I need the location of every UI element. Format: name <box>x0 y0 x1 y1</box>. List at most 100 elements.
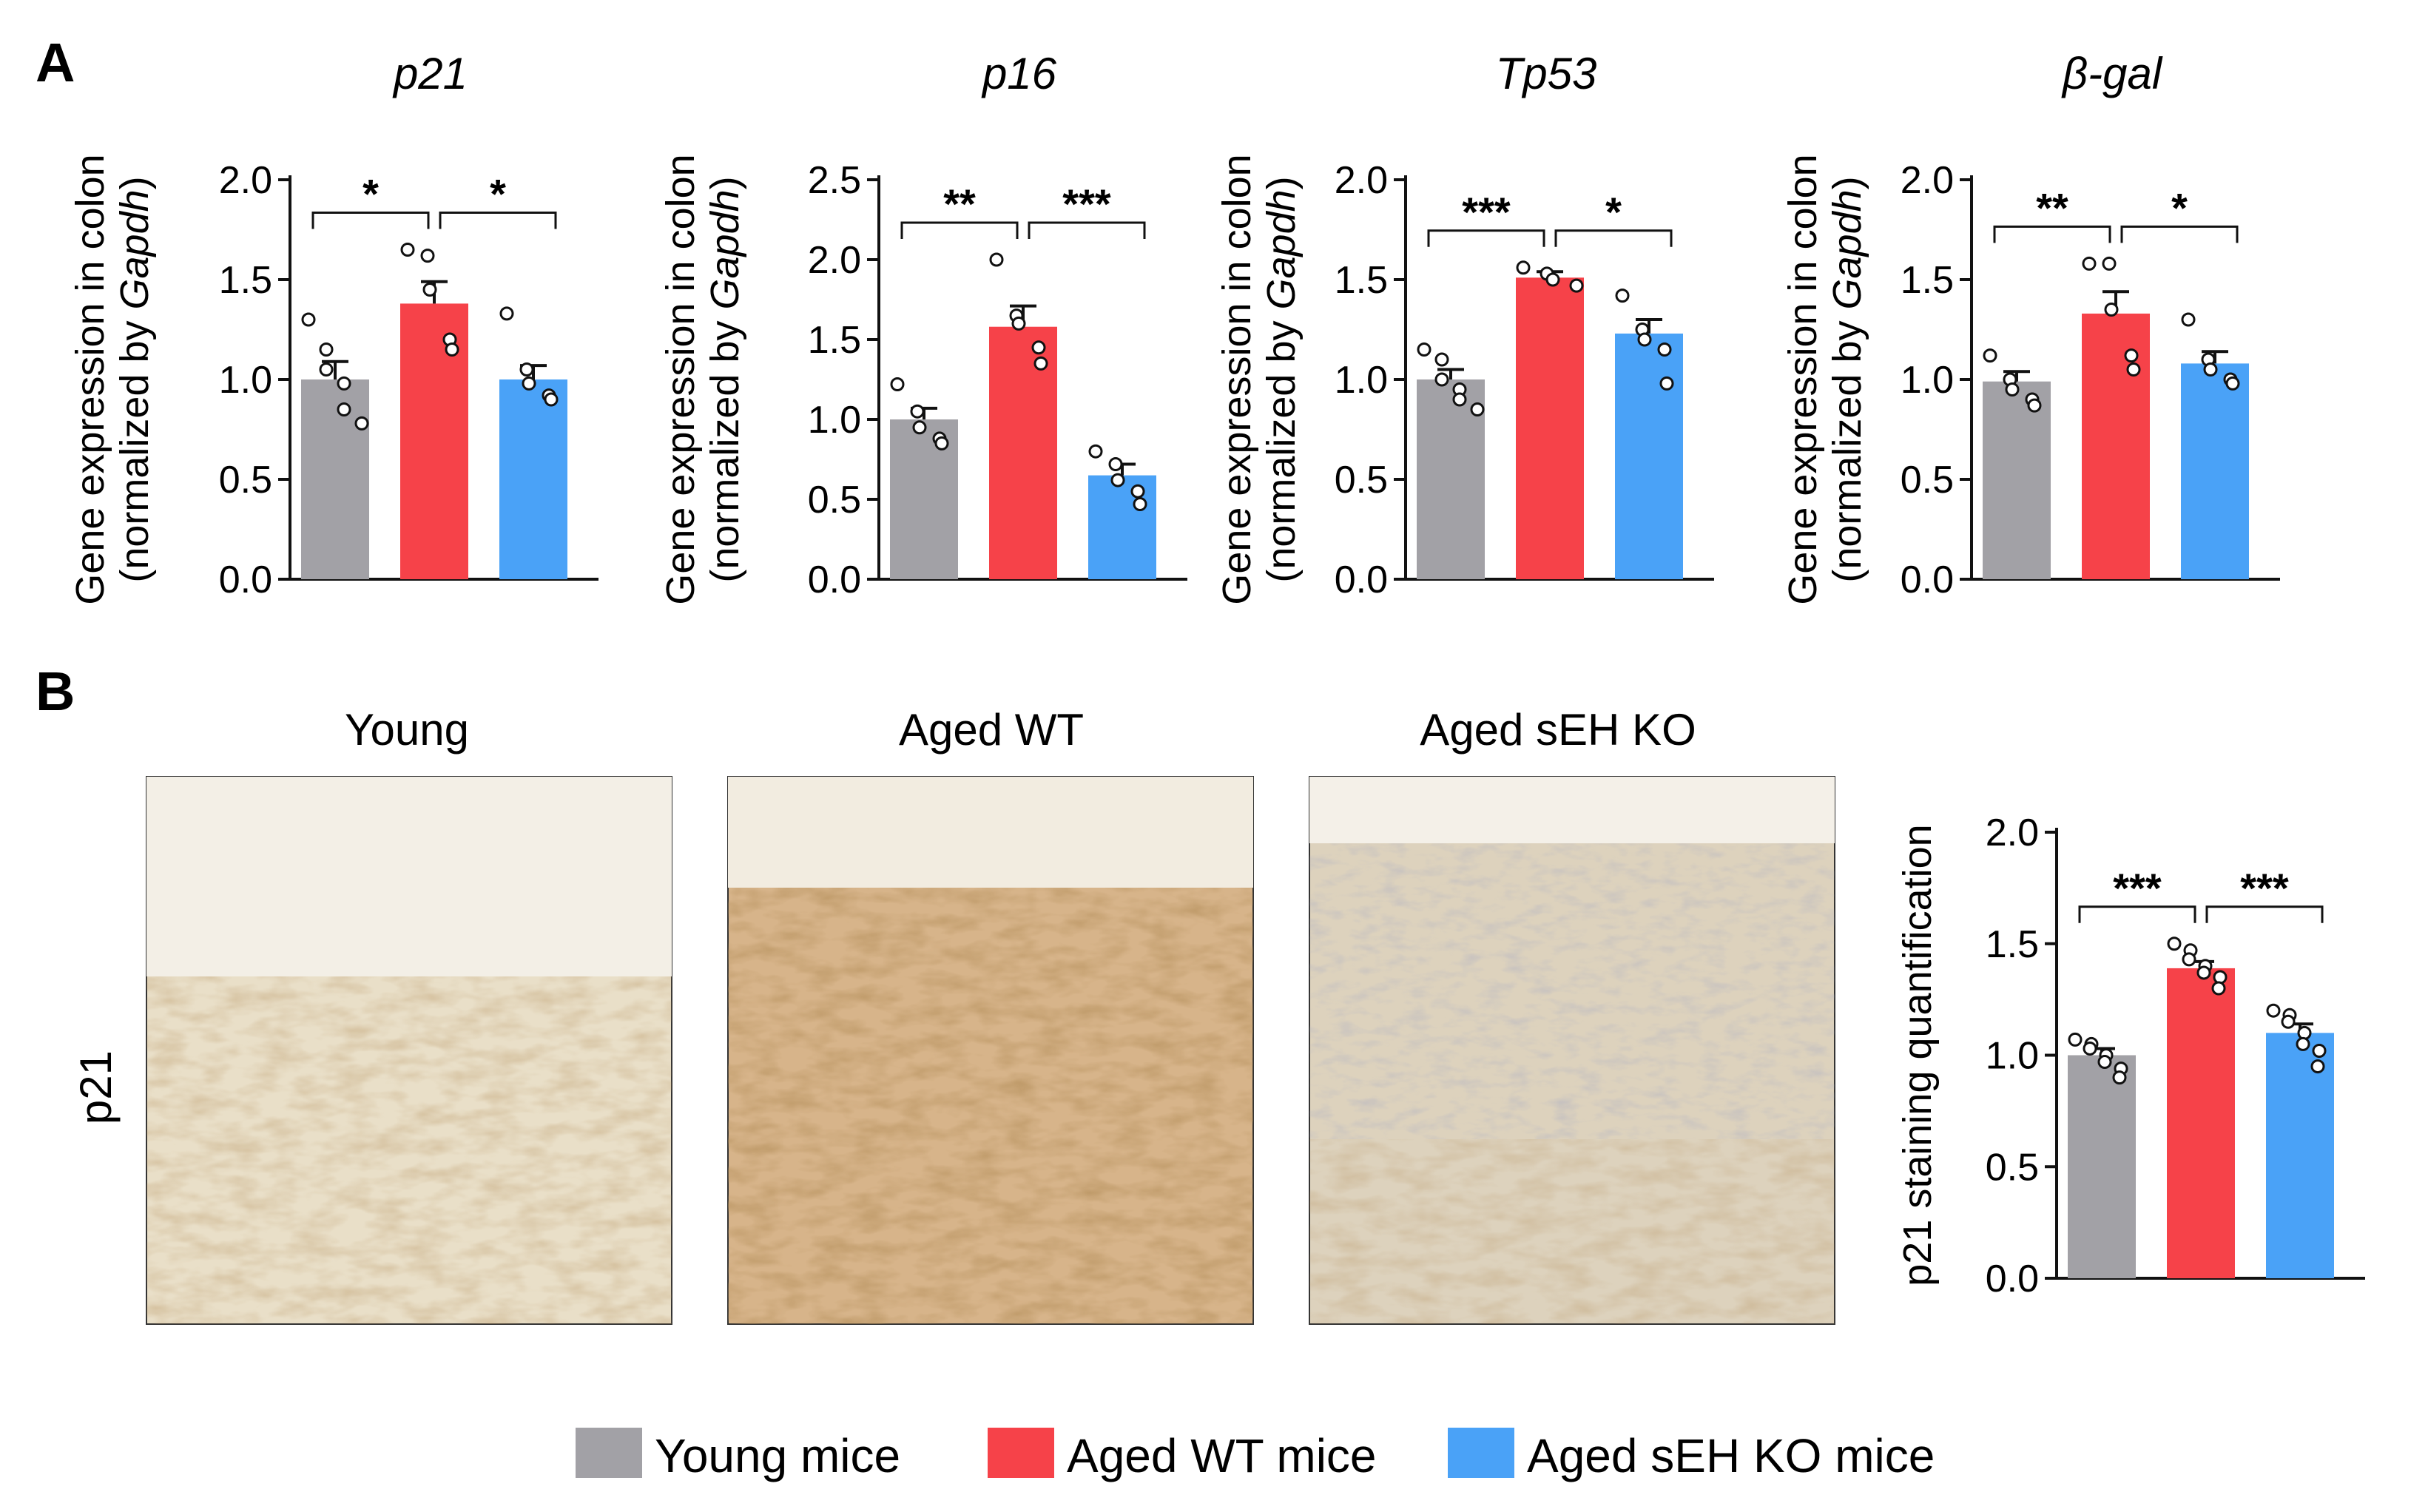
significance-bracket <box>1427 229 1545 247</box>
data-point <box>2102 256 2117 271</box>
significance-stars: * <box>490 171 506 217</box>
data-point <box>2082 256 2097 271</box>
legend-label-young: Young mice <box>655 1429 900 1482</box>
significance-bracket <box>311 212 430 229</box>
chart-p21: p21 Gene expression in colon (normalized b… <box>68 49 598 605</box>
data-point <box>519 362 534 377</box>
data-point <box>2225 376 2240 391</box>
significance-stars: * <box>1605 189 1622 235</box>
y-axis-label-line2: (normalized by Gapdh) <box>112 176 157 582</box>
data-point <box>1011 316 1026 331</box>
data-point <box>2281 1014 2296 1029</box>
data-point <box>2083 1041 2097 1056</box>
chart-title: p16 <box>981 49 1057 98</box>
significance-stars: *** <box>1062 180 1111 227</box>
y-tick-label: 2.0 <box>1335 159 1388 202</box>
data-point <box>2181 312 2196 327</box>
y-tick-label: 1.0 <box>808 399 861 442</box>
chart-title: Tp53 <box>1496 49 1597 98</box>
y-axis-label-gene: Gapdh <box>112 189 157 309</box>
y-tick-label: 0.0 <box>808 558 861 601</box>
bar <box>301 379 369 579</box>
panel-letter-b: B <box>36 661 75 722</box>
significance-bracket <box>1554 229 1673 247</box>
y-axis-label-prefix: (normalized by <box>1825 309 1869 582</box>
data-point <box>2211 981 2226 996</box>
significance-bracket <box>2120 225 2239 243</box>
panel-letter-a: A <box>36 32 75 93</box>
chart-title: p21 <box>392 49 468 98</box>
legend-label-aged-ko: Aged sEH KO mice <box>1527 1429 1935 1482</box>
significance-stars: *** <box>1462 189 1511 235</box>
significance-bracket <box>2078 905 2196 923</box>
data-point <box>301 312 316 327</box>
y-tick-label: 2.0 <box>219 159 272 202</box>
y-axis-label-gene: Gapdh <box>1259 189 1304 309</box>
bar <box>1516 277 1584 579</box>
micrograph-muscle-aged-ko <box>1309 1139 1835 1324</box>
data-point <box>445 342 459 357</box>
bar <box>2266 1033 2334 1278</box>
data-point <box>1545 272 1560 287</box>
data-point <box>2297 1025 2312 1040</box>
y-tick-label: 1.5 <box>219 259 272 302</box>
y-axis-label-prefix: (normalized by <box>703 309 747 582</box>
y-tick-label: 2.5 <box>808 159 861 202</box>
y-tick-label: 0.5 <box>1986 1146 2039 1189</box>
data-point <box>1417 342 1431 357</box>
significance-stars: *** <box>2113 865 2162 911</box>
bar <box>400 303 468 579</box>
micrograph-tissue-young <box>146 976 672 1324</box>
data-point <box>1657 342 1672 357</box>
micrograph-aged-wt: Aged WT <box>727 705 1254 1325</box>
y-tick-label: 0.0 <box>1901 558 1954 601</box>
y-axis-label-prefix: (normalized by <box>1259 309 1304 582</box>
y-tick-label: 1.0 <box>1335 359 1388 402</box>
data-point <box>1615 288 1630 303</box>
y-axis-label-line1: Gene expression in colon <box>1215 154 1259 604</box>
data-point <box>910 404 925 419</box>
data-point <box>2196 965 2211 980</box>
data-point <box>2124 348 2139 363</box>
y-tick-label: 0.5 <box>1335 459 1388 502</box>
significance-bracket <box>2205 905 2324 923</box>
data-point <box>1130 484 1145 499</box>
data-point <box>2126 362 2141 377</box>
y-axis-label-suffix: ) <box>112 176 157 189</box>
legend-label-aged-wt: Aged WT mice <box>1067 1429 1377 1482</box>
data-point <box>989 252 1004 267</box>
data-point <box>522 376 536 391</box>
y-tick-label: 1.0 <box>1986 1035 2039 1078</box>
data-point <box>934 436 949 450</box>
data-point <box>499 306 514 321</box>
data-point <box>2112 1070 2127 1085</box>
y-axis-label-line1: Gene expression in colon <box>1781 154 1825 604</box>
data-point <box>2213 970 2228 985</box>
micrograph-lumen-young <box>146 777 672 976</box>
y-tick-label: 0.0 <box>1986 1258 2039 1300</box>
data-point <box>2310 1059 2325 1074</box>
data-point <box>1983 348 1997 363</box>
data-point <box>354 416 369 431</box>
y-tick-label: 1.5 <box>808 319 861 362</box>
y-axis-label: p21 staining quantification <box>1895 824 1940 1286</box>
data-point <box>1108 456 1123 471</box>
data-point <box>1434 352 1449 367</box>
legend-swatch-aged-ko <box>1448 1428 1514 1478</box>
y-axis-label-line2: (normalized by Gapdh) <box>1825 176 1869 582</box>
y-axis-label-line2: (normalized by Gapdh) <box>1259 176 1304 582</box>
bar <box>989 326 1057 579</box>
y-tick-label: 2.0 <box>1901 159 1954 202</box>
data-point <box>319 362 334 377</box>
significance-bracket <box>1028 221 1146 239</box>
y-tick-label: 1.5 <box>1335 259 1388 302</box>
data-point <box>1569 278 1584 293</box>
micrograph-young: Young <box>146 705 672 1325</box>
data-point <box>2167 936 2182 951</box>
data-point <box>2005 382 2020 396</box>
data-point <box>2296 1036 2310 1051</box>
y-axis-label-suffix: ) <box>1259 176 1304 189</box>
data-point <box>1088 444 1103 459</box>
chart-title: β-gal <box>2061 49 2163 98</box>
data-point <box>1470 402 1485 416</box>
